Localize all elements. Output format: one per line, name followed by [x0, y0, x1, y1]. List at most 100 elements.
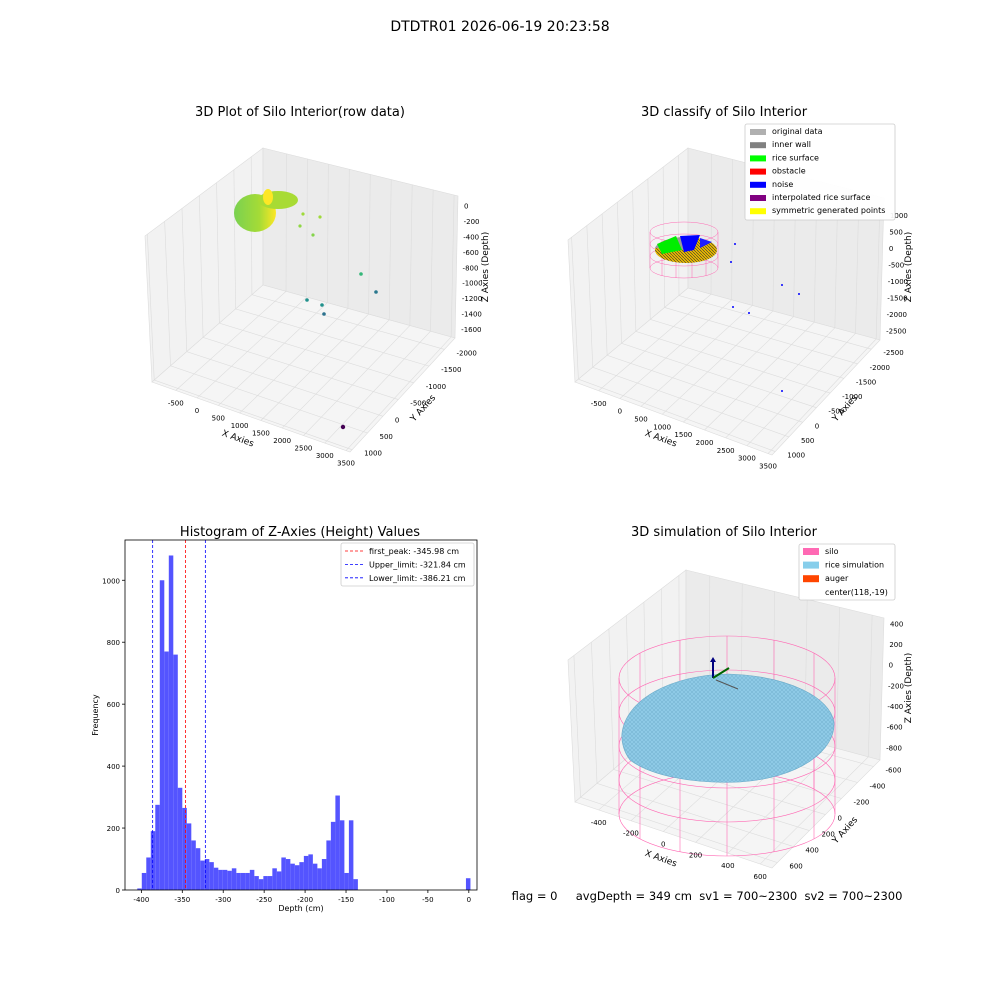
- legend: silo rice simulation auger center(118,-19): [798, 543, 896, 601]
- y-tick-label: 500: [380, 433, 393, 441]
- data-point: [311, 233, 315, 237]
- data-point: [301, 212, 305, 216]
- grid-line: [147, 234, 353, 451]
- x-tick-label: 500: [634, 415, 647, 423]
- histogram-bar: [182, 807, 187, 890]
- legend-label: obstacle: [772, 167, 806, 176]
- z-tick-label: -2500: [886, 327, 906, 335]
- z-tick-label: -1600: [461, 326, 481, 334]
- grid-line: [586, 225, 790, 438]
- legend-label: rice simulation: [825, 561, 884, 570]
- histogram-bar: [186, 823, 192, 890]
- legend-items: original data inner wall rice surface obsta…: [750, 127, 885, 215]
- grid-line: [198, 195, 399, 400]
- grid-line: [617, 202, 817, 408]
- x-tick-label: 1500: [674, 431, 692, 439]
- data-point: [374, 290, 378, 294]
- legend-label: interpolated rice surface: [772, 193, 870, 202]
- suptitle: DTDTR01 2026-06-19 20:23:58: [390, 19, 609, 35]
- x-tick-label: -250: [256, 896, 272, 904]
- legend-frame: [744, 123, 896, 221]
- y-tick-label: -200: [853, 799, 869, 807]
- y-tick-label: 400: [805, 847, 818, 855]
- legend-swatch: [803, 561, 819, 569]
- data-point: [305, 298, 309, 302]
- histogram-bar: [222, 869, 228, 890]
- noise-points: [680, 235, 700, 252]
- axis-ticks: -400 -350 -300 -250 -200 -150 -100 -50 0 0 200 400 6…: [102, 577, 471, 904]
- x-tick-label: 0: [195, 407, 199, 415]
- center-axis-z-arrowhead: [710, 657, 716, 662]
- histogram-bar: [326, 840, 331, 890]
- histogram-bar: [344, 872, 349, 890]
- histogram-bar: [281, 857, 286, 890]
- x-tick-label: 0: [467, 896, 471, 904]
- legend: first_peak: -345.98 cm Upper_limit: -321.…: [340, 542, 475, 587]
- z-tick-label: -200: [464, 218, 480, 226]
- histogram-bar: [276, 871, 282, 890]
- legend-swatch: [750, 195, 766, 201]
- y-tick-label: -2000: [457, 349, 477, 357]
- panel-simulation-3d: 3D simulation of Silo Interior: [512, 525, 914, 903]
- legend-swatch: [750, 155, 766, 162]
- histogram-bar: [263, 876, 268, 890]
- histogram-bar: [155, 804, 160, 890]
- grid-line: [345, 195, 455, 451]
- legend-label: original data: [772, 127, 823, 136]
- x-tick-label: 0: [661, 841, 665, 849]
- x-tick-label: 2500: [717, 447, 735, 455]
- data-point: [359, 272, 363, 276]
- x-tick-label: 1000: [231, 422, 249, 430]
- x-tick-label: 2000: [273, 437, 291, 445]
- legend-label: first_peak: -345.98 cm: [369, 547, 459, 556]
- histogram-bar: [299, 862, 304, 890]
- grid-line: [164, 221, 368, 434]
- histogram-bar: [200, 860, 205, 890]
- axis-ticks: -400-20002004006006004002000-200-400-600…: [591, 620, 904, 881]
- y-tick-label: 0: [395, 416, 399, 424]
- histogram-bar: [254, 876, 259, 890]
- grid-line: [216, 182, 414, 384]
- z-tick-label: 0: [889, 662, 893, 670]
- y-axis-label: Frequency: [91, 694, 100, 736]
- z-tick-label: -600: [463, 249, 479, 257]
- panel-classify-title: 3D classify of Silo Interior: [641, 105, 808, 120]
- grid-line: [647, 178, 844, 379]
- z-tick-label: 1000: [890, 212, 908, 220]
- data-point: [320, 303, 324, 307]
- center-axis-x: [712, 667, 730, 679]
- z-tick-label: 0: [889, 245, 893, 253]
- grid-line: [571, 237, 776, 452]
- grid-line: [324, 189, 434, 444]
- y-tick-label: -1000: [426, 383, 446, 391]
- legend-swatch: [750, 181, 766, 188]
- z-tick-label: 200: [889, 641, 902, 649]
- histogram-bar: [227, 870, 232, 890]
- legend-swatch: [750, 129, 766, 135]
- reference-lines: [152, 540, 206, 890]
- x-tick-label: -300: [215, 896, 231, 904]
- z-tick-label: -2000: [887, 311, 907, 319]
- grid-line: [181, 208, 383, 417]
- x-tick-label: 2000: [696, 439, 714, 447]
- grid-line: [683, 175, 797, 423]
- y-axis-label: Y Axies: [408, 393, 438, 425]
- y-tick-label: 0: [116, 887, 120, 895]
- x-tick-label: -50: [422, 896, 433, 904]
- z-tick-label: 400: [890, 620, 903, 628]
- x-axis-label: X Axies: [643, 429, 678, 450]
- z-tick-label: -200: [888, 682, 904, 690]
- data-point: [298, 224, 302, 228]
- legend-label: silo: [825, 547, 839, 556]
- histogram-bar: [164, 651, 169, 890]
- grid-line: [281, 179, 392, 429]
- z-tick-label: -400: [887, 703, 903, 711]
- grid-line: [725, 186, 839, 439]
- histogram-bar: [159, 580, 165, 890]
- y-tick-label: -400: [870, 783, 886, 791]
- noise-point: [781, 284, 783, 286]
- grid-line: [608, 628, 810, 831]
- histogram-bar: [258, 879, 264, 890]
- x-tick-label: -200: [623, 830, 639, 838]
- y-tick-label: 0: [815, 422, 819, 430]
